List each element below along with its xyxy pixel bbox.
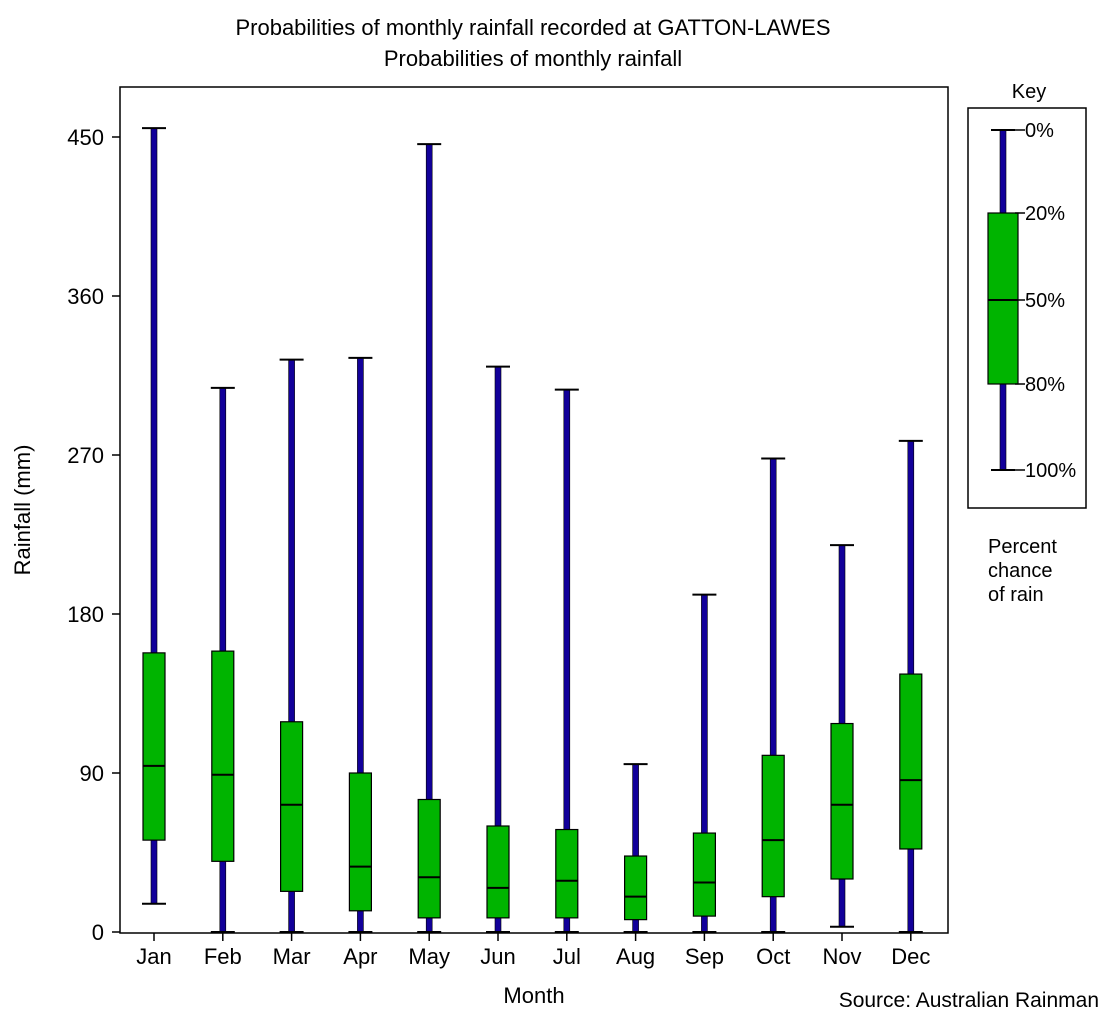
y-axis-label: Rainfall (mm) xyxy=(10,445,35,576)
box-series xyxy=(142,127,923,933)
box-body xyxy=(555,828,579,919)
key-label: 20% xyxy=(1025,203,1065,225)
box-apr xyxy=(348,356,373,933)
y-axis: 0 90 180 270 360 450 xyxy=(67,125,120,945)
key-caption-line-2: chance xyxy=(988,560,1053,582)
box-mar xyxy=(279,358,304,933)
y-tick-label: 0 xyxy=(92,920,104,945)
x-tick-label: Apr xyxy=(343,944,377,969)
x-axis: Jan Feb Mar Apr May Jun Jul Aug Sep Oct Nov Dec xyxy=(136,933,930,969)
box-body xyxy=(623,855,648,921)
box-dec xyxy=(898,439,923,933)
x-tick-label: Mar xyxy=(273,944,311,969)
box-body xyxy=(761,754,785,898)
chart-subtitle: Probabilities of monthly rainfall xyxy=(384,46,682,71)
x-tick-label: Jun xyxy=(480,944,515,969)
key-caption-line-3: of rain xyxy=(988,584,1044,606)
key-label: 0% xyxy=(1025,120,1054,142)
box-body xyxy=(486,825,510,919)
box-jun xyxy=(486,365,510,933)
box-jul xyxy=(554,388,579,933)
x-tick-label: Jan xyxy=(136,944,171,969)
x-tick-label: Aug xyxy=(616,944,655,969)
box-nov xyxy=(830,544,854,928)
box-jan xyxy=(142,127,166,905)
x-tick-label: Jul xyxy=(553,944,581,969)
box-body xyxy=(830,722,854,880)
key-title: Key xyxy=(1012,81,1046,103)
key-legend: 0% 20% 50% 80% 100% xyxy=(987,120,1076,482)
key-label: 50% xyxy=(1025,290,1065,312)
y-tick-label: 180 xyxy=(67,602,104,627)
box-body xyxy=(692,832,717,917)
box-body xyxy=(142,652,166,841)
y-tick-label: 270 xyxy=(67,443,104,468)
y-tick-label: 360 xyxy=(67,284,104,309)
plot-area xyxy=(119,86,949,934)
x-tick-label: Oct xyxy=(756,944,790,969)
x-tick-label: Dec xyxy=(891,944,930,969)
box-feb xyxy=(210,386,235,933)
box-body xyxy=(417,798,441,919)
box-body xyxy=(348,772,372,912)
box-oct xyxy=(761,457,786,933)
x-tick-label: Feb xyxy=(204,944,242,969)
key-caption-line-1: Percent xyxy=(988,536,1057,558)
y-tick-label: 450 xyxy=(67,125,104,150)
x-tick-label: May xyxy=(408,944,450,969)
x-axis-label: Month xyxy=(503,983,564,1008)
x-tick-label: Nov xyxy=(822,944,861,969)
chart-title: Probabilities of monthly rainfall record… xyxy=(235,15,830,40)
source-note: Source: Australian Rainman xyxy=(839,989,1099,1012)
key-label: 80% xyxy=(1025,374,1065,396)
y-tick-label: 90 xyxy=(80,761,104,786)
box-body xyxy=(211,650,235,862)
box-sep xyxy=(692,593,717,933)
box-may xyxy=(417,143,442,933)
key-label: 100% xyxy=(1025,460,1076,482)
box-aug xyxy=(623,763,648,933)
key-box-body xyxy=(987,212,1019,385)
box-body xyxy=(899,673,923,850)
box-body xyxy=(280,721,304,892)
x-tick-label: Sep xyxy=(685,944,724,969)
